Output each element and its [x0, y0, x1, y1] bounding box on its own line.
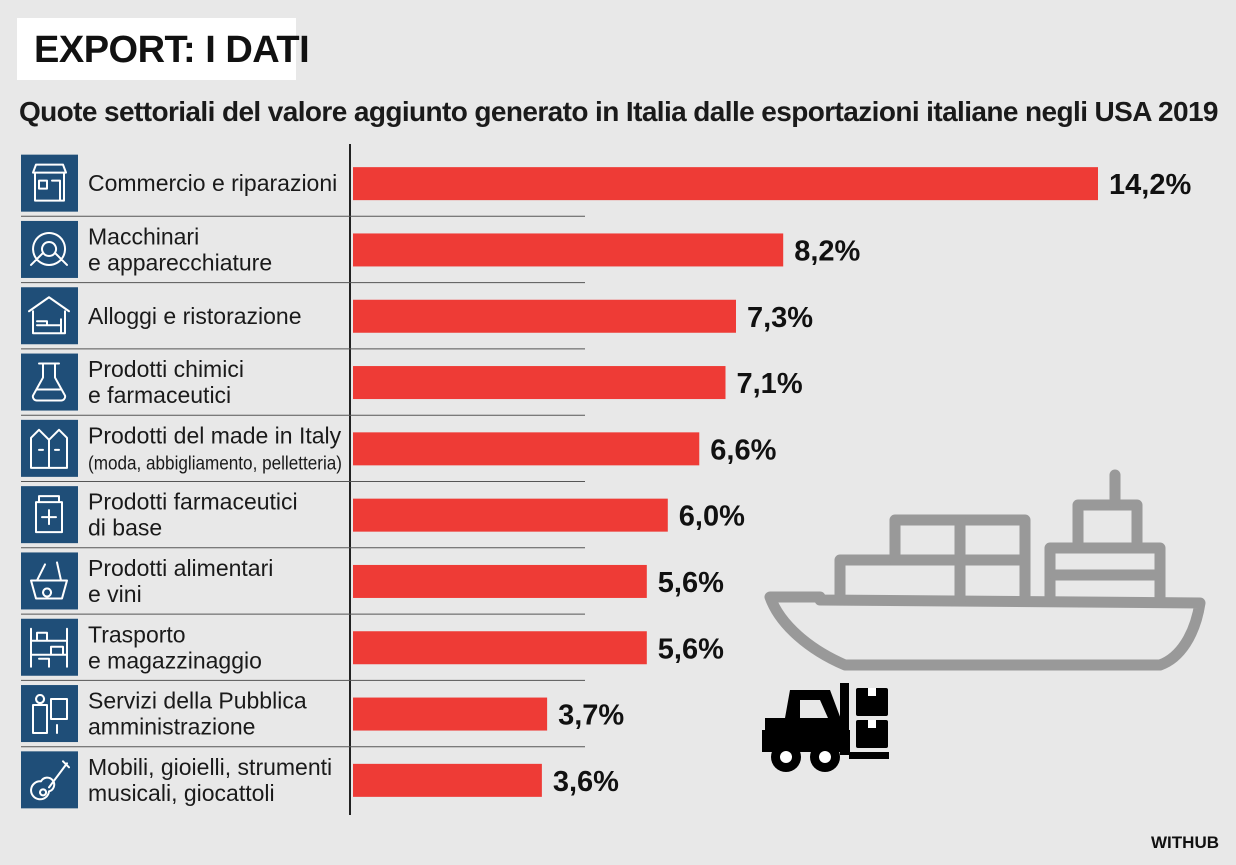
- bar: [353, 233, 784, 267]
- category-label: e vini: [88, 581, 142, 607]
- bar: [353, 366, 726, 400]
- clothing-icon: [21, 419, 78, 477]
- value-label: 5,6%: [658, 567, 724, 599]
- category-label: Alloggi e ristorazione: [88, 303, 302, 329]
- chart-subtitle: Quote settoriali del valore aggiunto gen…: [19, 96, 1219, 127]
- forklift-icon: [762, 683, 889, 772]
- ship-icon: [764, 469, 1206, 671]
- category-label: Prodotti alimentari: [88, 555, 273, 581]
- value-label: 5,6%: [658, 633, 724, 665]
- machinery-icon: [21, 220, 78, 278]
- value-label: 7,3%: [747, 302, 813, 334]
- category-label: Mobili, gioielli, strumenti: [88, 754, 332, 780]
- warehouse-icon: [21, 618, 78, 676]
- bar: [353, 432, 700, 466]
- hotel-icon: [21, 287, 78, 345]
- public-service-icon: [21, 685, 78, 743]
- category-label: Prodotti del made in Italy: [88, 422, 342, 448]
- shop-icon: [21, 154, 78, 212]
- value-label: 6,6%: [710, 434, 776, 466]
- value-label: 8,2%: [794, 235, 860, 267]
- category-label: musicali, giocattoli: [88, 780, 275, 806]
- bar-row: Alloggi e ristorazione 7,3%: [21, 287, 813, 350]
- value-label: 3,7%: [558, 700, 624, 732]
- bar-row: Prodotti del made in Italy (moda, abbigli…: [21, 419, 777, 482]
- bar: [353, 564, 647, 598]
- category-label: Commercio e riparazioni: [88, 170, 337, 196]
- bar: [353, 697, 548, 731]
- value-label: 14,2%: [1109, 169, 1191, 201]
- category-label: Trasporto: [88, 621, 186, 647]
- category-label: amministrazione: [88, 714, 255, 740]
- medicine-icon: [21, 486, 78, 544]
- category-label: e farmaceutici: [88, 382, 231, 408]
- value-label: 6,0%: [679, 501, 745, 533]
- bar: [353, 763, 542, 797]
- bar: [353, 631, 647, 665]
- value-label: 3,6%: [553, 766, 619, 798]
- category-label: Servizi della Pubblica: [88, 688, 307, 714]
- chart-title: EXPORT: I DATI: [34, 29, 310, 71]
- category-label: (moda, abbigliamento, pelletteria): [88, 453, 342, 474]
- bar: [353, 498, 668, 532]
- food-icon: [21, 552, 78, 610]
- guitar-icon: [21, 751, 78, 809]
- source-label: WITHUB: [1151, 833, 1219, 852]
- bar: [353, 299, 736, 333]
- category-label: di base: [88, 515, 162, 541]
- category-label: e apparecchiature: [88, 249, 272, 275]
- title-box: [17, 18, 296, 80]
- category-label: Prodotti chimici: [88, 356, 244, 382]
- category-label: e magazzinaggio: [88, 647, 262, 673]
- bar-row: Commercio e riparazioni 14,2%: [21, 154, 1191, 217]
- category-label: Prodotti farmaceutici: [88, 489, 298, 515]
- category-label: Macchinari: [88, 223, 199, 249]
- chemistry-icon: [21, 353, 78, 411]
- bar: [353, 167, 1098, 201]
- value-label: 7,1%: [737, 368, 803, 400]
